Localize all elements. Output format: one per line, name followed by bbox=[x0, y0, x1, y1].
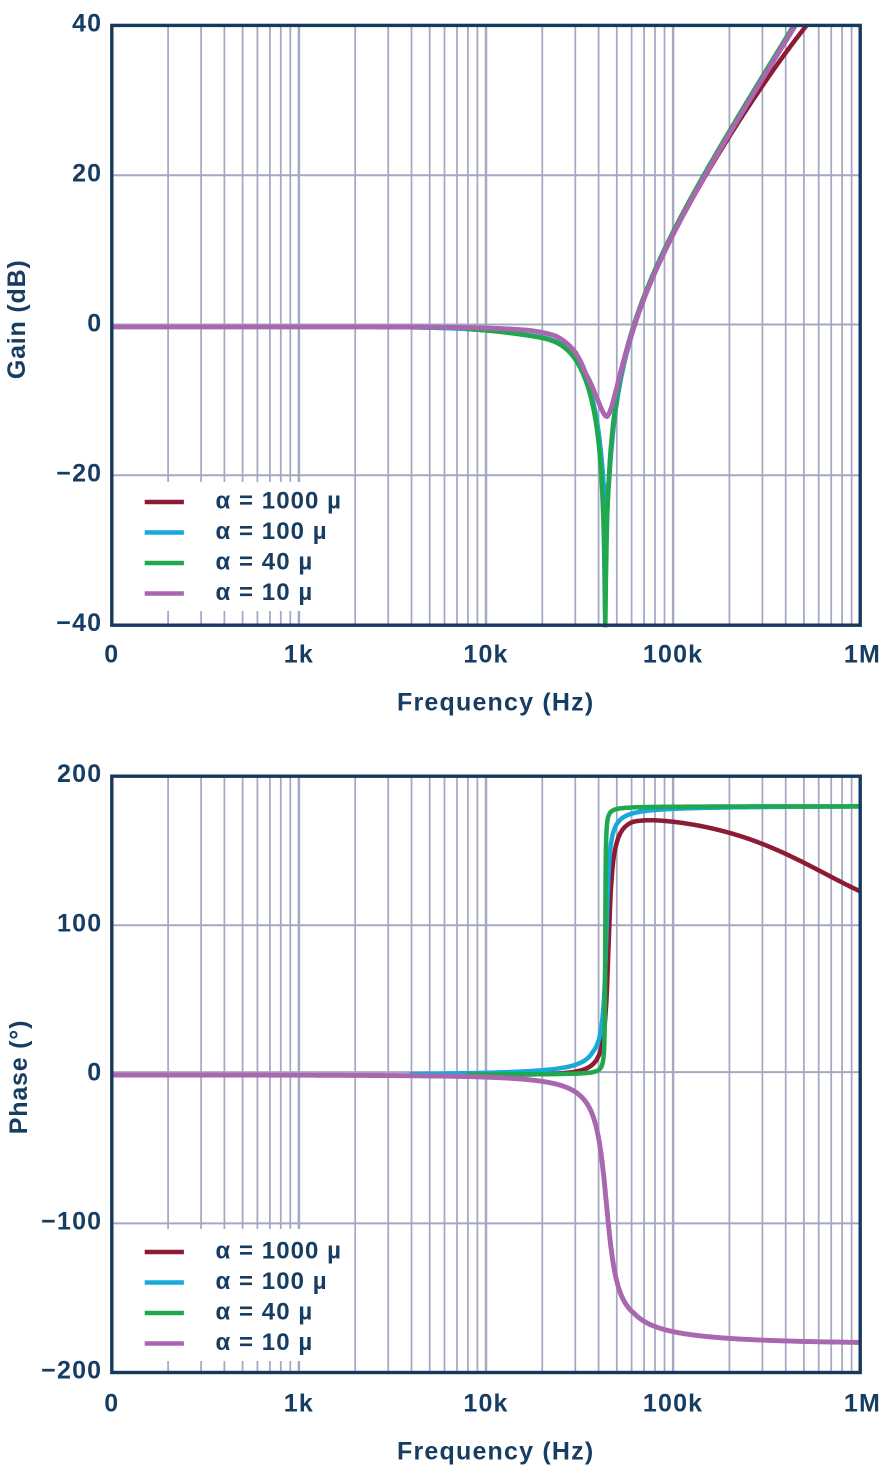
svg-text:α = 1000 µ: α = 1000 µ bbox=[216, 488, 343, 515]
svg-text:0: 0 bbox=[87, 1058, 102, 1086]
svg-text:−200: −200 bbox=[41, 1357, 102, 1385]
svg-text:200: 200 bbox=[57, 760, 102, 788]
svg-text:Frequency (Hz): Frequency (Hz) bbox=[397, 1438, 594, 1466]
svg-text:Frequency (Hz): Frequency (Hz) bbox=[397, 689, 594, 717]
svg-text:10k: 10k bbox=[463, 1390, 508, 1418]
svg-text:1k: 1k bbox=[284, 1390, 314, 1418]
svg-text:1k: 1k bbox=[284, 641, 314, 669]
svg-text:α = 100 µ: α = 100 µ bbox=[216, 1268, 328, 1295]
svg-text:α = 1000 µ: α = 1000 µ bbox=[216, 1238, 343, 1265]
svg-text:100k: 100k bbox=[643, 641, 703, 669]
svg-text:−20: −20 bbox=[56, 459, 102, 487]
svg-text:Gain (dB): Gain (dB) bbox=[3, 259, 31, 379]
svg-text:10k: 10k bbox=[463, 641, 508, 669]
svg-text:0: 0 bbox=[87, 309, 102, 337]
svg-text:α = 10 µ: α = 10 µ bbox=[216, 1329, 314, 1356]
svg-text:−40: −40 bbox=[56, 609, 102, 637]
svg-text:0: 0 bbox=[104, 641, 119, 669]
svg-text:α = 40 µ: α = 40 µ bbox=[216, 549, 314, 576]
svg-text:α = 40 µ: α = 40 µ bbox=[216, 1299, 314, 1326]
svg-text:1M: 1M bbox=[844, 1390, 881, 1418]
svg-text:100: 100 bbox=[57, 909, 102, 937]
svg-text:Phase (°): Phase (°) bbox=[5, 1020, 33, 1134]
svg-text:40: 40 bbox=[72, 9, 102, 37]
svg-text:20: 20 bbox=[72, 159, 102, 187]
svg-text:α = 10 µ: α = 10 µ bbox=[216, 579, 314, 606]
svg-text:α = 100 µ: α = 100 µ bbox=[216, 518, 328, 545]
svg-text:0: 0 bbox=[104, 1390, 119, 1418]
svg-text:−100: −100 bbox=[41, 1207, 102, 1235]
svg-text:1M: 1M bbox=[844, 641, 881, 669]
svg-text:100k: 100k bbox=[643, 1390, 703, 1418]
